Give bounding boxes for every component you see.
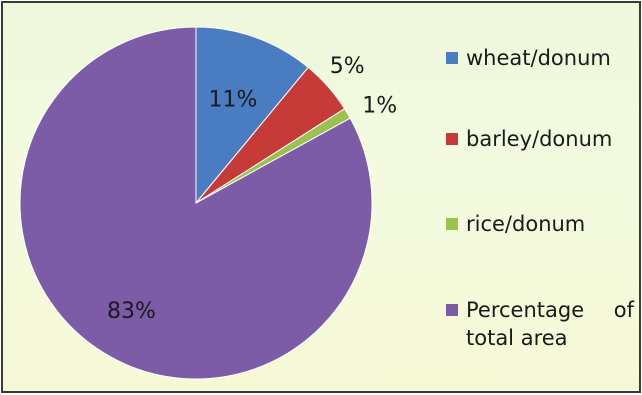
data-label-barley: 5% (330, 54, 365, 79)
legend-swatch-barley (446, 133, 458, 145)
pie-slice-total-area (19, 26, 373, 380)
data-label-rice: 1% (362, 94, 397, 119)
legend-label-barley: barley/donum (466, 127, 613, 151)
legend-label-total-area: Percentage of total area (466, 298, 634, 350)
legend-label-rice: rice/donum (466, 212, 586, 236)
legend-item-rice: rice/donum (446, 210, 634, 238)
pie-slice-wheat (195, 26, 309, 205)
legend-item-wheat: wheat/donum (446, 44, 634, 72)
legend-label-wheat: wheat/donum (466, 46, 611, 70)
legend-item-barley: barley/donum (446, 125, 634, 153)
legend-item-total-area: Percentage of total area (446, 296, 634, 352)
legend-swatch-rice (446, 218, 458, 230)
data-label-wheat: 11% (209, 87, 258, 112)
legend-swatch-wheat (446, 52, 458, 64)
pie-chart: 11% 5% 1% 83% (19, 26, 397, 380)
data-label-total-area: 83% (107, 299, 156, 324)
legend-swatch-total-area (446, 304, 458, 316)
